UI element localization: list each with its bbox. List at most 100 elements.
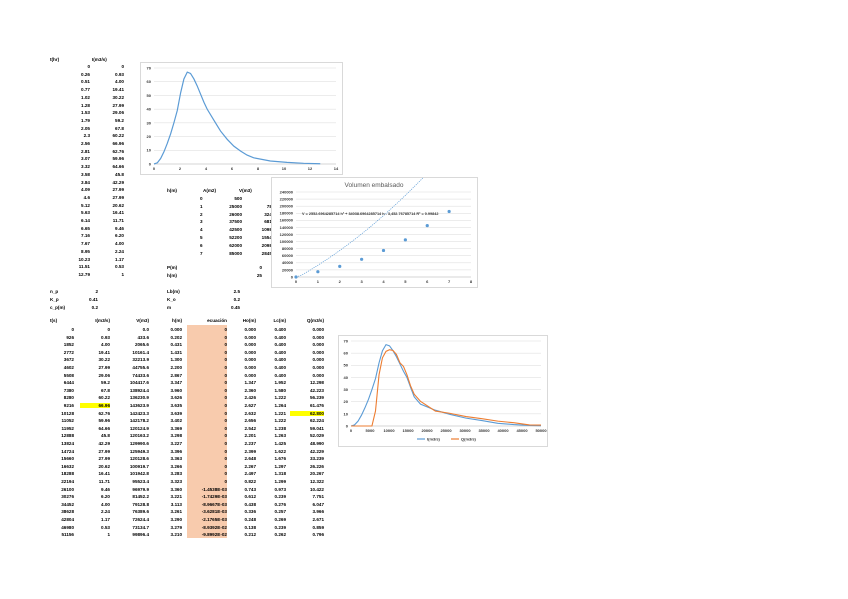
routing-cell: 61.476: [309, 403, 324, 408]
hyd-cell-i: 64.66: [112, 164, 125, 170]
routing-cell: 0.257: [274, 509, 287, 515]
volume-point: [403, 238, 407, 242]
routing-cell: 0.859: [312, 524, 325, 530]
hyd-cell-i: 59.2: [115, 117, 124, 123]
lower-params: n_p 2 K_p 0.41 c_p(m) 0.2 Lb(m) 2.5 K_o 0.2 m 0.45: [50, 289, 250, 314]
hyd-cell-t: 10.23: [78, 256, 91, 262]
routing-cell: 0.000: [244, 357, 257, 363]
hyd-cell-i: 11.71: [112, 218, 124, 223]
routing-cell: 2.360: [244, 387, 257, 393]
param-value: 2: [95, 289, 98, 294]
routing-cell: 0.000: [312, 372, 325, 378]
x-tick-label: 6: [426, 279, 429, 284]
hyd-cell-t: 3.58: [81, 171, 90, 177]
y-tick-label: 50: [344, 363, 349, 368]
routing-cell: -8.9667E-03: [201, 501, 227, 507]
y-tick-label: 10: [344, 411, 349, 416]
routing-cell: 64.66: [98, 425, 111, 431]
routing-cell: 3.402: [170, 418, 183, 424]
routing-cell: 2.201: [244, 433, 257, 439]
routing-cell: 11952: [61, 425, 74, 431]
routing-cell: 10.422: [309, 486, 324, 492]
x-tick-label: 6: [231, 166, 234, 171]
routing-cell: 2065.6: [134, 342, 149, 348]
routing-cell: 3.635: [170, 403, 183, 408]
hyd-cell-t: 2.56: [81, 141, 90, 146]
routing-cell: 66.96: [80, 403, 110, 408]
param-p-label: P(m): [167, 265, 178, 270]
hyd-cell-i: 27.99: [112, 187, 125, 193]
routing-cell: 0.138: [244, 524, 257, 530]
routing-cell: 96979.9: [132, 486, 149, 492]
routing-cell: 6.047: [312, 501, 325, 507]
vol-cell-a: 85000: [229, 250, 242, 256]
chart-title: Volumen embalsado: [345, 182, 404, 189]
routing-cell: 51156: [61, 532, 74, 538]
routing-cell: 2772: [63, 349, 74, 355]
legend-label: Q(m3/s): [461, 437, 477, 442]
routing-cell: 143623.9: [129, 403, 149, 408]
routing-cell: 1.622: [274, 448, 287, 454]
x-tick-label: 50000: [535, 428, 547, 433]
routing-cell: 34452: [61, 501, 74, 507]
vol-cell-a: 42500: [229, 227, 242, 233]
hyd-cell-i: 0.53: [115, 264, 124, 270]
routing-cell: -2.1765E-03: [201, 517, 227, 522]
routing-cell: 125949.3: [129, 448, 149, 454]
routing-cell: 1.431: [170, 349, 183, 355]
routing-cell: 0.400: [274, 372, 287, 378]
routing-cell: 3.369: [170, 425, 183, 431]
inflow-hydrograph-chart: 0 10 20 30 40 50 60 70 0 2 4 6 8 10 12 14: [140, 62, 343, 175]
routing-cell: 18288: [61, 471, 74, 477]
y-tick-label: 80000: [282, 246, 294, 251]
routing-chart: 0 10 20 30 40 50 60 70 0 5000 10000 15000 20000 25000…: [338, 335, 548, 447]
routing-cell: 62.76: [98, 410, 111, 416]
header-v: V(m3): [239, 188, 252, 193]
legend-label: I(m3/s): [427, 437, 441, 442]
routing-cell: 67.8: [101, 387, 110, 393]
routing-cell: 2.656: [244, 418, 257, 424]
hyd-cell-t: 0.26: [81, 71, 90, 77]
routing-cell: 136230.9: [129, 395, 149, 401]
vol-cell-a: 37500: [229, 219, 242, 225]
routing-cell: 0: [224, 342, 227, 348]
routing-cell: 59.96: [98, 418, 111, 424]
routing-cell: 11052: [61, 418, 74, 424]
routing-cell: 59.2: [101, 380, 110, 386]
hyd-cell-i: 62.76: [112, 148, 125, 154]
routing-cell: 0.93: [101, 334, 110, 340]
param-p-value: 0: [259, 265, 262, 270]
y-tick-label: 30: [344, 387, 349, 392]
vol-cell-h: 1: [200, 203, 203, 209]
routing-cell: 0: [224, 349, 227, 355]
vol-cell-a: 62000: [229, 242, 242, 248]
routing-cell: 1.300: [170, 357, 183, 363]
routing-cell: 0.400: [274, 327, 287, 332]
y-tick-label: 30: [147, 120, 152, 125]
routing-cell: 26.226: [309, 463, 324, 469]
routing-cell: 22194: [61, 479, 74, 484]
routing-cell: 9216: [63, 403, 74, 408]
y-tick-label: 0: [291, 274, 294, 279]
routing-cell: 38628: [61, 509, 74, 515]
hyd-cell-i: 0.93: [115, 71, 124, 77]
y-tick-label: 70: [344, 338, 349, 343]
vol-cell-h: 5: [200, 235, 203, 240]
param-h-value: 25: [256, 273, 262, 278]
routing-cell: 1.263: [274, 433, 287, 439]
y-tick-label: 60: [147, 79, 152, 84]
routing-cell: -3.6281E-03: [201, 509, 227, 515]
hyd-cell-t: 4.6: [83, 194, 90, 200]
param-value: 0.2: [91, 305, 98, 310]
routing-cell: 16.41: [98, 471, 111, 477]
routing-cell: 30276: [61, 494, 74, 500]
vol-cell-a: 500: [234, 196, 242, 201]
hyd-cell-t: 2.81: [81, 148, 90, 154]
routing-cell: 1.580: [274, 387, 287, 393]
routing-cell: 2.24: [101, 509, 110, 515]
param-h-label: h(m): [167, 273, 177, 278]
x-tick-label: 20000: [421, 428, 433, 433]
routing-cell: 129990.6: [129, 441, 149, 446]
hyd-cell-i: 4.00: [115, 241, 124, 247]
routing-table: t(s) I(m3/s) V(m3) h(m) ecuación Ho(m) Lc(m) Q(…: [50, 318, 340, 540]
